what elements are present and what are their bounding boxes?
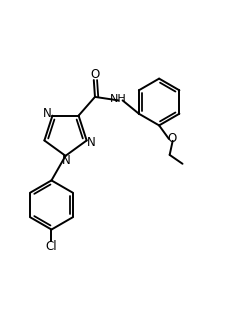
Text: O: O	[167, 132, 176, 145]
Text: N: N	[43, 107, 52, 120]
Text: N: N	[62, 154, 71, 167]
Text: N: N	[87, 136, 96, 149]
Text: NH: NH	[110, 94, 127, 104]
Text: Cl: Cl	[46, 240, 57, 253]
Text: O: O	[91, 68, 100, 81]
